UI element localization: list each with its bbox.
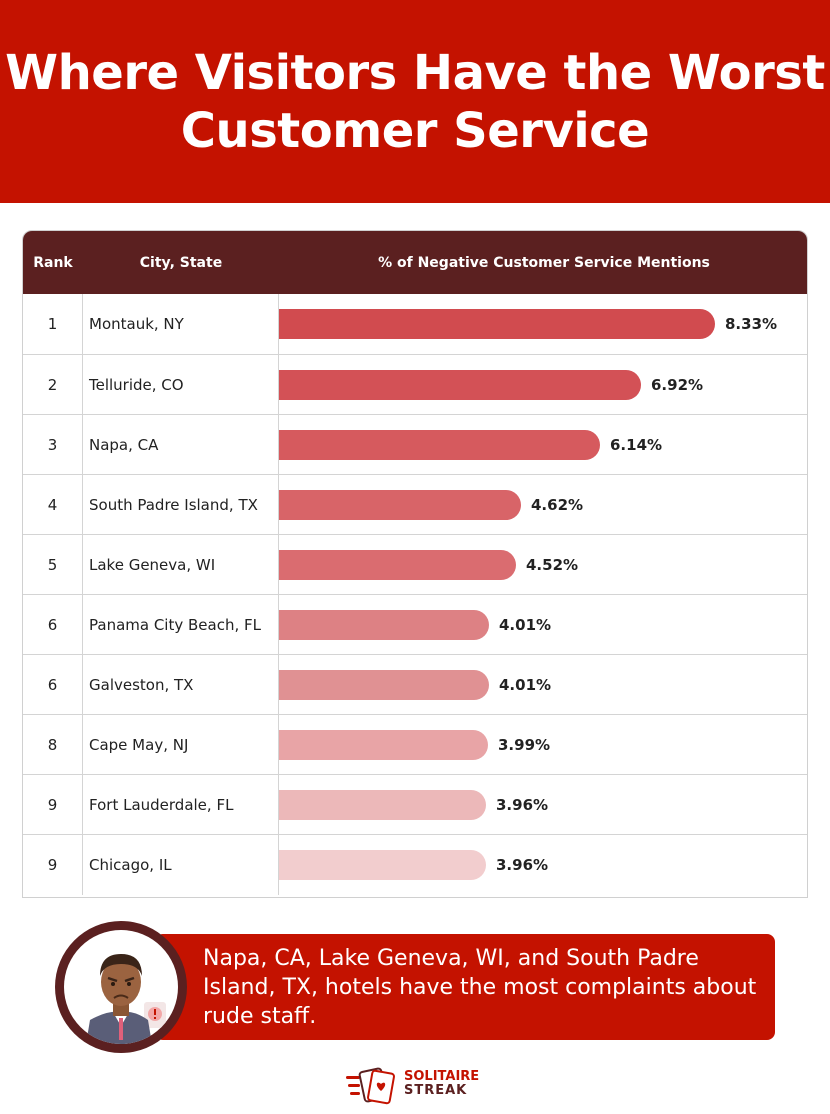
brand-name-line1: SOLITAIRE — [404, 1069, 480, 1084]
bar — [279, 670, 489, 700]
city-cell: Napa, CA — [83, 415, 279, 475]
city-cell: Cape May, NJ — [83, 715, 279, 775]
bar-value-label: 3.99% — [498, 736, 551, 754]
rank-cell: 5 — [23, 535, 83, 595]
playing-cards-icon — [346, 1067, 395, 1105]
rank-cell: 8 — [23, 715, 83, 775]
rank-cell: 9 — [23, 775, 83, 835]
bar — [279, 850, 486, 880]
brand-logo: SOLITAIRE STREAK — [344, 1066, 494, 1106]
rank-cell: 6 — [23, 655, 83, 715]
bar-value-label: 4.62% — [531, 496, 584, 514]
angry-person-icon — [86, 954, 166, 1044]
bar-value-label: 4.01% — [499, 616, 552, 634]
brand-name-line2: STREAK — [404, 1083, 468, 1098]
bar — [279, 790, 486, 820]
bar — [279, 610, 489, 640]
city-cell: Lake Geneva, WI — [83, 535, 279, 595]
rank-cell: 2 — [23, 355, 83, 415]
rank-cell: 9 — [23, 835, 83, 895]
table-row: 4 South Padre Island, TX 4.62% — [23, 474, 807, 535]
column-header-rank: Rank — [33, 254, 73, 271]
city-cell: Montauk, NY — [83, 294, 279, 354]
table-row: 2 Telluride, CO 6.92% — [23, 354, 807, 415]
city-cell: Fort Lauderdale, FL — [83, 775, 279, 835]
rank-cell: 1 — [23, 294, 83, 354]
bar — [279, 730, 488, 760]
bar-value-label: 6.92% — [651, 376, 704, 394]
bar — [279, 309, 715, 339]
column-header-percent: % of Negative Customer Service Mentions — [378, 254, 710, 271]
table-row: 9 Chicago, IL 3.96% — [23, 834, 807, 895]
page-title: Where Visitors Have the Worst Customer S… — [5, 44, 825, 159]
city-cell: Galveston, TX — [83, 655, 279, 715]
rank-cell: 6 — [23, 595, 83, 655]
city-cell: Panama City Beach, FL — [83, 595, 279, 655]
table-row: 6 Galveston, TX 4.01% — [23, 654, 807, 715]
table-row: 3 Napa, CA 6.14% — [23, 414, 807, 475]
rank-cell: 3 — [23, 415, 83, 475]
bar — [279, 550, 516, 580]
table-row: 6 Panama City Beach, FL 4.01% — [23, 594, 807, 655]
bar-value-label: 3.96% — [496, 856, 549, 874]
avatar — [55, 921, 187, 1053]
bar-value-label: 8.33% — [725, 315, 778, 333]
bar-value-label: 3.96% — [496, 796, 549, 814]
bar-value-label: 4.52% — [526, 556, 579, 574]
table-row: 5 Lake Geneva, WI 4.52% — [23, 534, 807, 595]
city-cell: Chicago, IL — [83, 835, 279, 895]
rank-cell: 4 — [23, 475, 83, 535]
table-header: Rank City, State % of Negative Customer … — [23, 231, 807, 294]
bar-value-label: 6.14% — [610, 436, 663, 454]
callout-text: Napa, CA, Lake Geneva, WI, and South Pad… — [203, 946, 757, 1029]
header-banner: Where Visitors Have the Worst Customer S… — [0, 0, 830, 203]
city-cell: Telluride, CO — [83, 355, 279, 415]
bar — [279, 430, 600, 460]
city-cell: South Padre Island, TX — [83, 475, 279, 535]
bar — [279, 490, 521, 520]
bar-value-label: 4.01% — [499, 676, 552, 694]
bar — [279, 370, 641, 400]
callout-box: Napa, CA, Lake Geneva, WI, and South Pad… — [155, 934, 775, 1040]
table-row: 9 Fort Lauderdale, FL 3.96% — [23, 774, 807, 835]
ranking-table: Rank City, State % of Negative Customer … — [22, 230, 808, 898]
column-header-city: City, State — [139, 254, 223, 271]
table-row: 8 Cape May, NJ 3.99% — [23, 714, 807, 775]
table-row: 1 Montauk, NY 8.33% — [23, 294, 807, 354]
